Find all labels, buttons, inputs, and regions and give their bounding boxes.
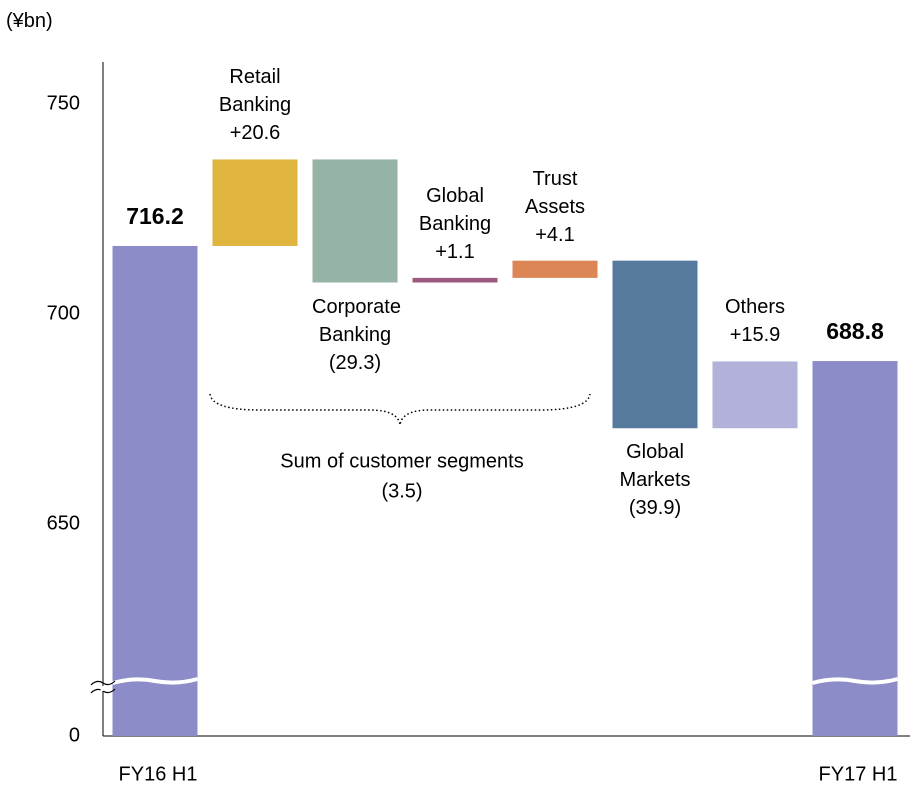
bar [512, 260, 598, 278]
bar [712, 361, 798, 429]
bar [312, 159, 398, 283]
bar-label: Corporate Banking (29.3) [290, 293, 420, 377]
value-label: 716.2 [126, 202, 184, 229]
y-tick-label: 750 [47, 92, 80, 114]
value-label: 688.8 [826, 318, 884, 345]
x-tick-label: FY16 H1 [119, 763, 198, 785]
bar-label: Trust Assets +4.1 [490, 165, 620, 249]
bar-label: Others +15.9 [690, 293, 820, 349]
value-label: +15.9 [729, 324, 781, 347]
bar-label: Global Markets (39.9) [590, 438, 720, 522]
bar [212, 159, 298, 246]
bar [412, 277, 498, 283]
bar-label: Global Banking +1.1 [390, 182, 520, 266]
annotation-text: Sum of customer segments [280, 450, 523, 472]
y-tick-label: 650 [47, 512, 80, 534]
y-tick-label: 700 [47, 302, 80, 324]
annotation-value: (3.5) [381, 480, 422, 502]
category-label: Retail Banking [218, 66, 292, 117]
value-label: (39.9) [628, 497, 682, 520]
category-label: Others [724, 296, 786, 319]
bar [612, 260, 698, 429]
category-label: Corporate Banking [312, 295, 401, 346]
category-label: Trust Assets [524, 167, 586, 218]
brace [209, 393, 591, 426]
bar [112, 245, 198, 736]
y-tick-label: 0 [69, 724, 80, 746]
y-axis-label: (¥bn) [6, 10, 53, 32]
bar [812, 361, 898, 736]
axis-break-gap [811, 677, 899, 685]
value-label: +4.1 [535, 223, 575, 246]
bar-label: Retail Banking +20.6 [190, 63, 320, 147]
axis-break-gap [111, 677, 199, 685]
value-label: +20.6 [229, 122, 281, 145]
value-label: +1.1 [435, 240, 475, 263]
x-tick-label: FY17 H1 [819, 763, 898, 785]
category-label: Global Banking [418, 184, 492, 235]
category-label: Global Markets [619, 441, 691, 492]
value-label: (29.3) [328, 351, 382, 374]
